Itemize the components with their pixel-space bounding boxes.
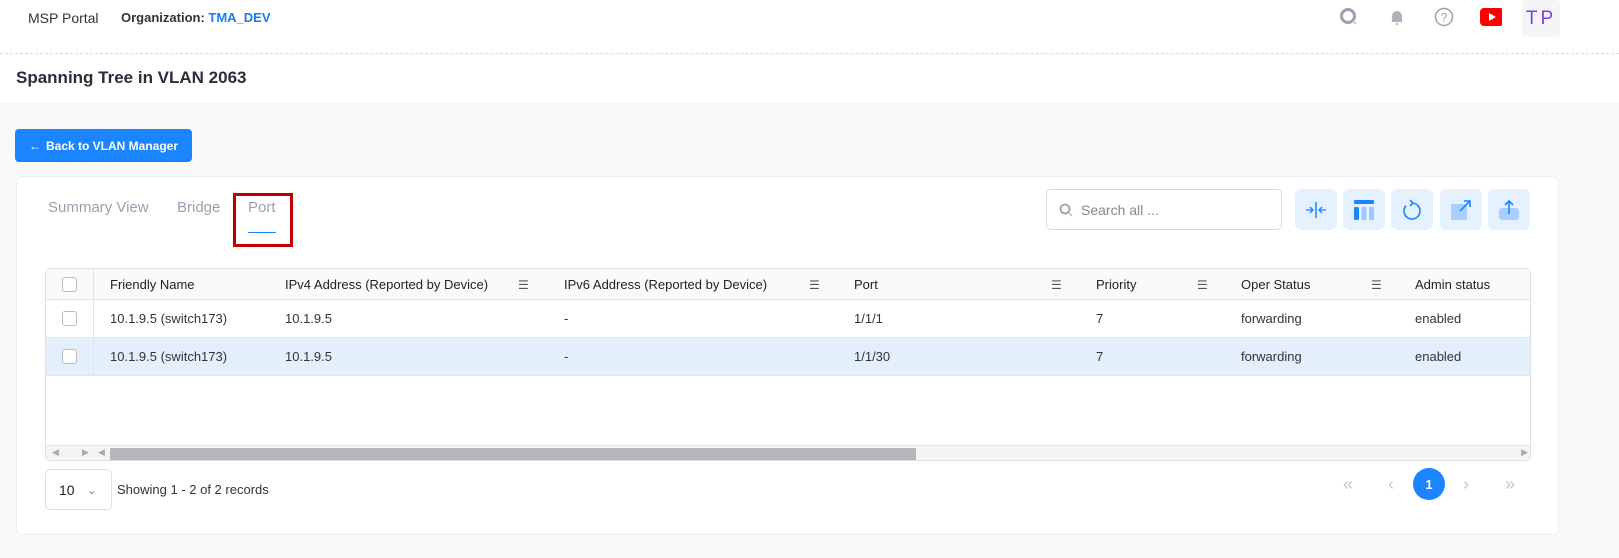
refresh-button[interactable] <box>1391 189 1433 230</box>
title-bar <box>0 55 1619 102</box>
table-header: Friendly Name IPv4 Address (Reported by … <box>46 269 1530 300</box>
port-cell: 1/1/30 <box>854 349 891 364</box>
column-header[interactable]: Friendly Name <box>110 276 195 292</box>
organization-value[interactable]: TMA_DEV <box>208 10 271 25</box>
filter-icon[interactable]: ☰ <box>1371 278 1382 292</box>
arrow-left-icon: ← <box>28 138 41 153</box>
records-count: Showing 1 - 2 of 2 records <box>117 482 269 497</box>
column-header[interactable]: IPv4 Address (Reported by Device) <box>285 276 489 292</box>
ipv6-cell: - <box>564 311 569 326</box>
back-button[interactable]: ← Back to VLAN Manager <box>15 129 192 162</box>
ipv4-cell: 10.1.9.5 <box>285 349 332 364</box>
scrollbar-thumb[interactable] <box>110 448 916 460</box>
avatar[interactable]: TP <box>1522 0 1560 37</box>
column-layout-icon <box>1354 199 1374 220</box>
priority-cell: 7 <box>1096 311 1104 326</box>
search-icon[interactable] <box>1338 6 1360 28</box>
table-row[interactable]: 10.1.9.5 (switch173) 10.1.9.5 - 1/1/30 7… <box>46 338 1530 376</box>
page-button-1[interactable]: 1 <box>1413 468 1445 500</box>
select-all-checkbox[interactable] <box>46 269 94 299</box>
next-page-button[interactable]: › <box>1463 473 1469 494</box>
row-checkbox[interactable] <box>46 300 94 337</box>
search-icon <box>1059 203 1073 217</box>
tab-highlight-box <box>233 193 293 247</box>
prev-page-button[interactable]: ‹ <box>1388 473 1394 494</box>
filter-icon[interactable]: ☰ <box>809 278 820 292</box>
column-header[interactable]: Port <box>854 276 878 292</box>
priority-cell: 7 <box>1096 349 1104 364</box>
oper-status-cell: forwarding <box>1241 349 1302 364</box>
column-header[interactable]: IPv6 Address (Reported by Device) <box>564 276 768 292</box>
active-tab-indicator <box>248 232 276 233</box>
export-icon <box>1499 199 1519 220</box>
collapse-columns-button[interactable] <box>1295 189 1337 230</box>
scroll-right-icon[interactable]: ▶ <box>1521 447 1528 457</box>
friendly-name-cell: 10.1.9.5 (switch173) <box>110 349 228 364</box>
svg-text:?: ? <box>1441 11 1448 25</box>
scroll-left-icon[interactable]: ◀ <box>98 447 105 457</box>
page-size-select[interactable]: 10 ⌄ <box>45 469 112 510</box>
organization[interactable]: Organization: TMA_DEV <box>121 10 271 25</box>
brand[interactable]: MSP Portal <box>28 10 99 26</box>
help-icon[interactable]: ? <box>1433 6 1455 28</box>
scroll-left-icon[interactable]: ◀ <box>52 447 59 457</box>
filter-icon[interactable]: ☰ <box>1197 278 1208 292</box>
port-table: Friendly Name IPv4 Address (Reported by … <box>45 268 1531 461</box>
tab-summary-view[interactable]: Summary View <box>48 199 149 216</box>
youtube-icon[interactable] <box>1480 6 1502 28</box>
ipv4-cell: 10.1.9.5 <box>285 311 332 326</box>
tab-port[interactable]: Port <box>248 199 276 216</box>
friendly-name-cell: 10.1.9.5 (switch173) <box>110 311 228 326</box>
tab-bridge[interactable]: Bridge <box>177 199 221 216</box>
open-external-icon <box>1451 199 1471 220</box>
oper-status-cell: forwarding <box>1241 311 1302 326</box>
last-page-button[interactable]: » <box>1504 473 1515 494</box>
first-page-button[interactable]: « <box>1342 473 1353 494</box>
admin-status-cell: enabled <box>1415 311 1462 326</box>
open-external-button[interactable] <box>1440 189 1482 230</box>
column-header[interactable]: Admin status <box>1415 276 1491 292</box>
chevron-down-icon: ⌄ <box>86 482 97 497</box>
collapse-columns-icon <box>1306 201 1326 218</box>
table-row[interactable]: 10.1.9.5 (switch173) 10.1.9.5 - 1/1/1 7 … <box>46 300 1530 338</box>
ipv6-cell: - <box>564 349 569 364</box>
refresh-icon <box>1403 198 1421 220</box>
page-title: Spanning Tree in VLAN 2063 <box>16 68 247 87</box>
admin-status-cell: enabled <box>1415 349 1462 364</box>
export-button[interactable] <box>1488 189 1530 230</box>
horizontal-scrollbar[interactable]: ◀ ▶ ◀ ▶ <box>46 445 1530 460</box>
top-bar: MSP Portal Organization: TMA_DEV ? TP <box>0 0 1619 54</box>
column-layout-button[interactable] <box>1343 189 1385 230</box>
bell-icon[interactable] <box>1386 6 1408 28</box>
column-header[interactable]: Oper Status <box>1241 276 1311 292</box>
filter-icon[interactable]: ☰ <box>1051 278 1062 292</box>
port-cell: 1/1/1 <box>854 311 883 326</box>
search-input[interactable]: Search all ... <box>1046 189 1282 230</box>
filter-icon[interactable]: ☰ <box>518 278 529 292</box>
column-header[interactable]: Priority <box>1096 276 1137 292</box>
row-checkbox[interactable] <box>46 338 94 375</box>
scroll-right-icon[interactable]: ▶ <box>82 447 89 457</box>
